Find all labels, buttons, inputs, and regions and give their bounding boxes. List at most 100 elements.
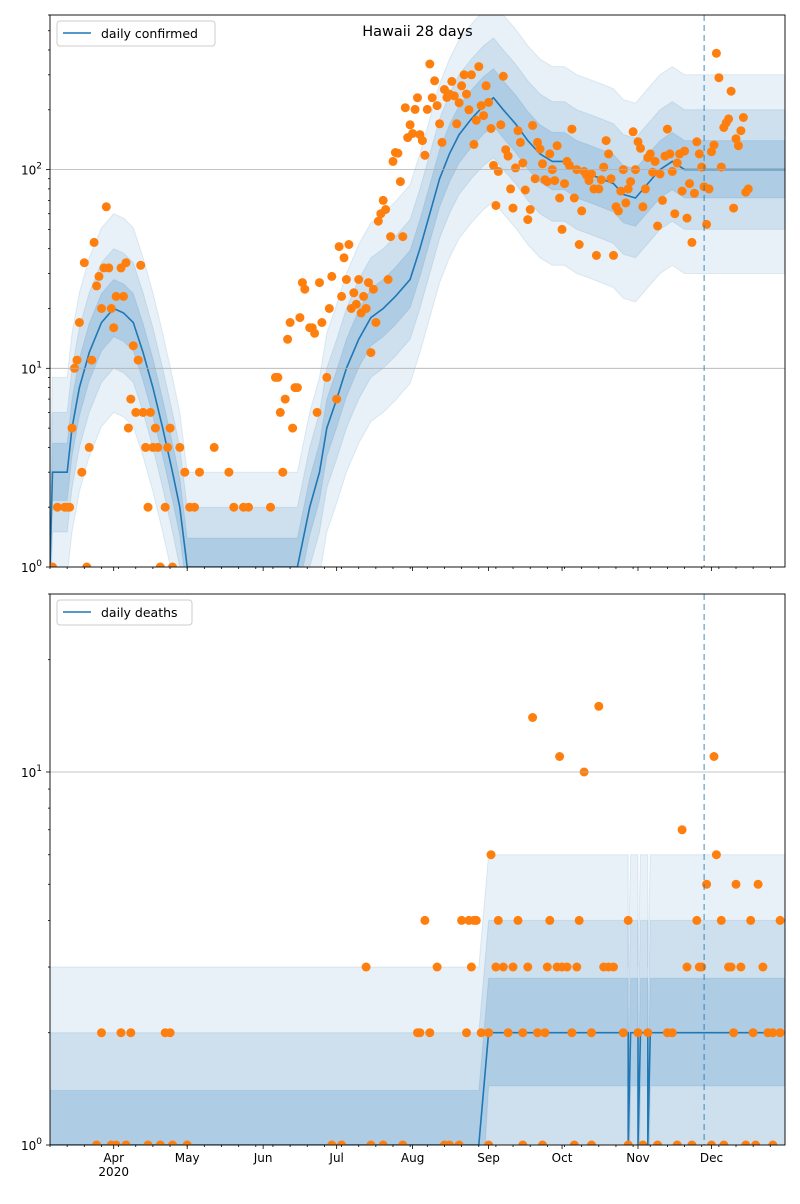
data-point <box>493 915 503 925</box>
data-point <box>716 162 726 172</box>
data-point <box>506 184 516 194</box>
data-point <box>653 1140 663 1145</box>
data-point <box>65 502 75 512</box>
data-point <box>613 206 623 216</box>
data-point <box>190 502 199 512</box>
data-point <box>52 502 62 512</box>
data-point <box>244 502 253 512</box>
data-point <box>564 160 574 170</box>
data-point <box>682 213 692 223</box>
data-point <box>121 1140 131 1145</box>
data-point <box>667 166 677 176</box>
data-point <box>101 202 111 212</box>
data-point <box>131 407 141 417</box>
data-point <box>555 752 565 761</box>
data-point <box>67 423 77 433</box>
data-point <box>408 129 418 138</box>
data-point <box>670 209 680 219</box>
data-point <box>545 149 555 159</box>
data-point <box>677 825 687 835</box>
data-point <box>518 158 528 168</box>
data-point <box>525 205 535 214</box>
data-point <box>109 323 119 333</box>
data-point <box>665 149 675 159</box>
data-point <box>466 962 476 972</box>
data-point <box>92 281 102 291</box>
data-point <box>266 502 275 512</box>
data-point <box>413 93 422 103</box>
legend: daily confirmed <box>56 20 216 47</box>
data-point <box>476 1028 486 1038</box>
data-point <box>466 70 476 80</box>
data-point <box>662 124 672 134</box>
data-point <box>562 962 572 972</box>
data-point <box>457 81 467 91</box>
data-point <box>621 198 631 208</box>
data-point <box>476 101 486 111</box>
data-point <box>741 1140 751 1145</box>
data-point <box>685 179 694 189</box>
data-point <box>425 59 435 69</box>
data-point <box>104 263 114 273</box>
data-point <box>687 237 697 247</box>
data-point <box>601 136 611 146</box>
data-point <box>518 1140 528 1145</box>
data-point <box>422 104 432 114</box>
data-point <box>79 258 89 268</box>
data-point <box>371 318 381 327</box>
data-point <box>224 467 234 477</box>
data-point <box>410 104 420 114</box>
data-point <box>364 278 373 288</box>
data-point <box>388 156 398 166</box>
data-point <box>636 143 645 153</box>
data-point <box>545 915 555 925</box>
data-point <box>560 179 569 189</box>
x-tick-label: Sep <box>477 1151 500 1165</box>
data-point <box>337 1140 347 1145</box>
data-point <box>726 962 736 972</box>
data-point <box>324 304 334 313</box>
data-point <box>126 1028 136 1038</box>
data-point <box>682 962 692 972</box>
data-point <box>569 193 579 203</box>
data-point <box>381 205 391 214</box>
data-point <box>420 915 430 925</box>
x-tick-label: Jun <box>253 1151 273 1165</box>
data-point <box>623 915 633 925</box>
plot-area <box>50 701 785 1145</box>
data-point <box>542 962 552 972</box>
data-point <box>462 1028 471 1038</box>
data-point <box>748 1028 758 1038</box>
data-point <box>523 215 533 225</box>
data-point <box>513 126 523 136</box>
data-point <box>550 176 560 186</box>
data-point <box>523 962 533 972</box>
data-point <box>528 713 538 722</box>
data-point <box>395 177 405 187</box>
plot-area <box>50 15 785 567</box>
data-point <box>378 1140 388 1145</box>
data-point <box>337 291 347 301</box>
data-point <box>726 86 736 96</box>
data-point <box>373 216 383 226</box>
data-point <box>209 442 219 452</box>
data-point <box>288 423 298 433</box>
data-point <box>538 159 547 169</box>
x-tick-label: Dec <box>700 1151 723 1165</box>
data-point <box>768 1028 778 1038</box>
data-point <box>464 105 474 115</box>
data-point <box>687 1140 697 1145</box>
data-point <box>82 562 92 567</box>
axes-frame <box>49 14 786 568</box>
data-point <box>542 177 552 187</box>
data-point <box>349 288 359 298</box>
data-point <box>454 1140 464 1145</box>
data-point <box>168 562 177 567</box>
data-point <box>97 1028 106 1038</box>
legend: daily deaths <box>56 599 193 626</box>
data-point <box>604 149 614 159</box>
data-point <box>653 221 663 231</box>
data-point <box>145 407 155 417</box>
data-point <box>327 1140 337 1145</box>
